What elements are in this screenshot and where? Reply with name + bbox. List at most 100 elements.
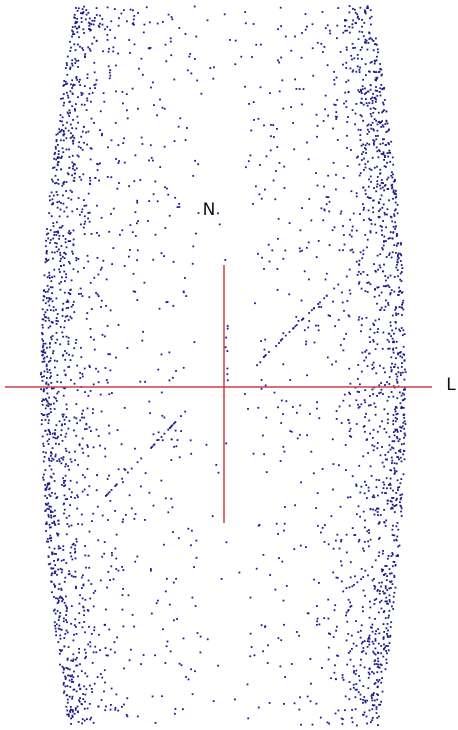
point	[63, 512, 65, 515]
point	[57, 230, 59, 233]
point	[152, 444, 155, 447]
point	[294, 325, 297, 328]
point	[348, 391, 350, 394]
point	[109, 353, 111, 356]
point	[78, 612, 81, 615]
point	[57, 568, 60, 571]
point	[258, 193, 261, 196]
point	[74, 17, 76, 19]
point	[69, 359, 72, 361]
point	[326, 721, 329, 724]
point	[402, 345, 405, 348]
point	[57, 390, 60, 393]
point	[382, 125, 385, 128]
point	[246, 683, 249, 686]
point	[54, 627, 57, 630]
point	[55, 139, 58, 141]
point	[378, 210, 380, 212]
point	[395, 307, 398, 309]
point	[72, 139, 75, 142]
point	[171, 18, 174, 21]
point	[349, 496, 352, 498]
point	[333, 287, 336, 290]
point	[350, 54, 353, 57]
point	[388, 129, 390, 131]
point	[299, 544, 302, 547]
point	[377, 328, 379, 330]
point	[83, 707, 86, 710]
point	[313, 578, 315, 581]
point	[390, 370, 393, 373]
point	[368, 178, 370, 181]
point	[115, 64, 117, 67]
point	[356, 65, 359, 68]
point	[362, 425, 365, 428]
point	[380, 388, 383, 391]
point	[372, 49, 375, 52]
point	[46, 400, 49, 403]
point	[101, 514, 104, 517]
point	[64, 280, 66, 282]
point	[364, 290, 367, 292]
point	[360, 90, 362, 92]
point	[371, 719, 374, 722]
point	[292, 406, 294, 408]
point	[389, 292, 392, 294]
point	[195, 539, 198, 542]
point	[56, 360, 59, 363]
point	[61, 649, 63, 652]
point	[234, 698, 236, 701]
point	[316, 184, 319, 187]
point	[382, 481, 385, 484]
point	[81, 490, 84, 493]
point	[65, 403, 68, 406]
point	[396, 204, 399, 206]
point	[42, 351, 44, 353]
point	[89, 147, 92, 149]
point	[327, 174, 329, 177]
point	[368, 637, 371, 640]
point	[136, 199, 139, 202]
point	[153, 104, 155, 106]
point	[77, 66, 79, 68]
point	[268, 351, 270, 353]
point	[381, 690, 384, 693]
point	[137, 220, 139, 222]
point	[69, 479, 72, 482]
point	[370, 61, 373, 63]
point	[133, 43, 136, 46]
point	[352, 683, 355, 686]
point	[403, 436, 405, 439]
point	[123, 265, 126, 267]
point	[53, 520, 55, 523]
point	[383, 99, 386, 101]
point	[376, 185, 378, 188]
point	[363, 359, 366, 362]
point	[141, 143, 144, 145]
point	[90, 23, 93, 26]
point	[66, 694, 69, 697]
point	[121, 566, 123, 568]
point	[44, 407, 47, 410]
point	[60, 168, 62, 171]
point	[52, 222, 55, 224]
point	[69, 40, 71, 43]
point	[52, 567, 55, 570]
point	[321, 527, 324, 529]
point	[378, 318, 380, 321]
point	[86, 73, 89, 76]
point	[386, 130, 389, 133]
point	[78, 25, 80, 28]
point	[392, 423, 395, 426]
point	[389, 152, 392, 154]
point	[386, 178, 388, 181]
point	[395, 499, 398, 501]
point	[366, 497, 368, 499]
point	[337, 319, 340, 321]
point	[268, 702, 271, 704]
point	[42, 478, 45, 481]
point	[140, 136, 143, 139]
point	[368, 197, 371, 199]
point	[364, 416, 366, 418]
point	[274, 588, 277, 591]
